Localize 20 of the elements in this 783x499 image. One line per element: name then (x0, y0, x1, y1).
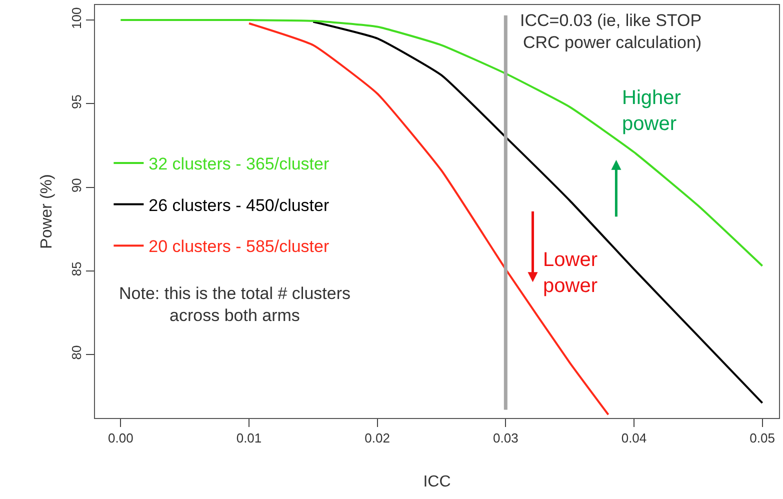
y-tick-label: 85 (68, 262, 84, 276)
x-tick-label: 0.05 (750, 430, 775, 446)
y-tick-label: 90 (68, 178, 84, 193)
x-tick-label: 0.04 (621, 430, 647, 446)
y-tick-label: 95 (68, 94, 84, 109)
legend-label: 26 clusters - 450/cluster (148, 196, 330, 215)
x-axis-title: ICC (423, 473, 451, 490)
legend-label: 32 clusters - 365/cluster (148, 154, 330, 174)
y-tick-label: 80 (68, 345, 84, 360)
y-axis-title: Power (%) (38, 174, 56, 249)
legend-label: 20 clusters - 585/cluster (148, 237, 330, 256)
x-tick-label: 0.02 (364, 430, 390, 446)
x-tick-label: 0.01 (236, 430, 262, 446)
annotation: Lower power (543, 249, 598, 297)
annotation: Higher power (622, 87, 682, 135)
x-tick-label: 0.03 (493, 430, 518, 446)
ref-line-label: ICC=0.03 (ie, like STOP CRC power calculation) (520, 11, 702, 52)
x-tick-label: 0.00 (108, 430, 134, 446)
annotation: Note: this is the total # clusters across both arms (119, 284, 350, 326)
y-tick-label: 100 (68, 7, 84, 29)
